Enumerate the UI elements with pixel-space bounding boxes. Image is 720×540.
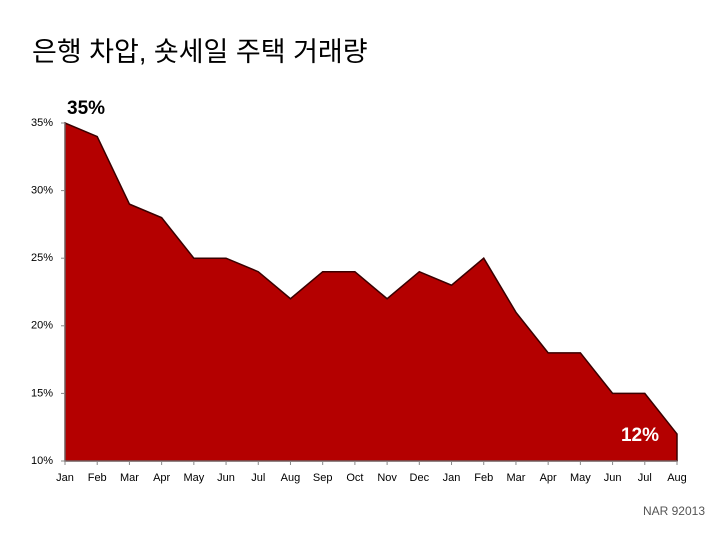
x-tick-label: Aug [667,472,687,484]
chart-title: 은행 차압, 숏세일 주택 거래량 [32,37,368,67]
x-tick-label: Jan [56,472,74,484]
x-tick-label: Feb [474,472,493,484]
x-tick-label: Jul [251,472,265,484]
area [64,121,678,462]
y-tick-label: 20% [31,320,53,332]
x-tick-label: Jan [443,472,461,484]
x-tick-label: Mar [120,472,139,484]
source: NAR 92013 [643,504,705,518]
x-tick-label: Sep [313,472,333,484]
data-label: 35% [67,98,105,119]
y-tick-label: 30% [31,185,53,197]
y-tick-label: 35% [31,117,53,129]
x-tick-label: Jul [638,472,652,484]
x-tick-label: May [183,472,204,484]
x-tick-label: Apr [540,472,557,484]
x-tick-label: Aug [281,472,301,484]
x-tick-label: Jun [217,472,235,484]
data-label: 12% [621,425,659,446]
x-tick-label: Jun [604,472,622,484]
x-tick-label: May [570,472,591,484]
x-tick-label: Mar [506,472,525,484]
x-tick-label: Feb [88,472,107,484]
x-tick-label: Dec [410,472,430,484]
x-tick-label: Oct [346,472,363,484]
y-tick-label: 15% [31,387,53,399]
x-tick-label: Nov [377,472,397,484]
x-tick-label: Apr [153,472,170,484]
y-tick-label: 10% [31,455,53,467]
y-tick-label: 25% [31,252,53,264]
